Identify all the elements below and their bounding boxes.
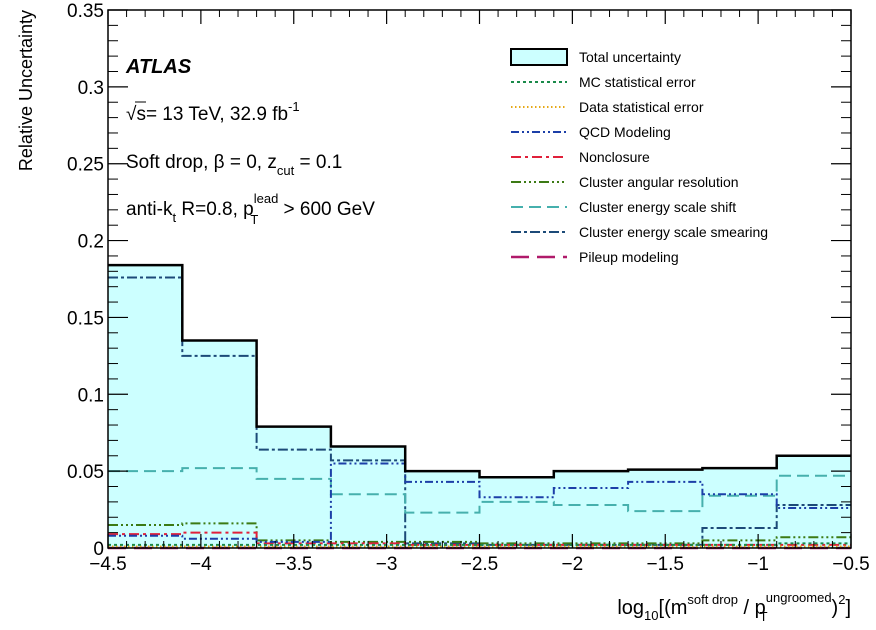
x-tick-label: −2	[562, 554, 584, 575]
softdrop-sub: cut	[277, 163, 295, 178]
energy-annotation: √s= 13 TeV, 32.9 fb-1	[126, 99, 300, 125]
legend-label: Cluster angular resolution	[579, 174, 739, 190]
sqrt-symbol: √	[126, 104, 137, 125]
series-total-uncertainty	[108, 263, 851, 479]
energy-sup: -1	[288, 99, 300, 114]
legend-item-cluster-energy-scale-smearing: Cluster energy scale smearing	[511, 224, 768, 240]
jet-sup: lead	[254, 191, 279, 206]
x-label-square: 2	[838, 592, 845, 607]
y-tick-label: 0	[93, 539, 104, 560]
total-uncertainty-fill	[108, 265, 851, 548]
energy-s: s	[136, 104, 146, 125]
total-uncertainty-fill-group	[108, 265, 851, 548]
legend-label: Pileup modeling	[579, 249, 679, 265]
x-tick-label: −3.5	[275, 554, 313, 575]
jet-main: anti-k	[126, 199, 173, 220]
series-cluster-energy-scale-smearing	[108, 276, 851, 546]
x-tick-label: −3	[376, 554, 398, 575]
y-tick-label: 0.3	[78, 78, 104, 99]
legend-label: Cluster energy scale smearing	[579, 224, 768, 240]
legend-label: Nonclosure	[579, 149, 650, 165]
jet-end: > 600 GeV	[278, 199, 375, 220]
x-label-close2: ]	[845, 597, 851, 619]
jet-sub: t	[172, 210, 176, 225]
energy-rest: = 13 TeV, 32.9 fb	[146, 104, 288, 125]
legend-item-cluster-energy-scale-shift: Cluster energy scale shift	[511, 199, 736, 215]
y-tick-label: 0.25	[67, 155, 104, 176]
x-tick-label: −1.5	[646, 554, 684, 575]
x-tick-label: −0.5	[832, 554, 870, 575]
softdrop-end: = 0.1	[294, 152, 342, 173]
legend-item-total-uncertainty: Total uncertainty	[510, 48, 681, 66]
x-label-open: [(m	[659, 597, 688, 619]
legend-label: Data statistical error	[579, 99, 704, 115]
y-tick-label: 0.35	[67, 1, 104, 22]
x-label-close: )	[832, 597, 839, 619]
x-label-pt-sub: T	[760, 609, 768, 624]
y-tick-label: 0.15	[67, 308, 104, 329]
x-axis-label: log10[(msoft drop / pungroomed T)2]	[617, 590, 851, 624]
jet-mid: R=0.8, p	[176, 199, 254, 220]
softdrop-main: Soft drop, β = 0, z	[126, 152, 277, 173]
x-tick-label: −2.5	[461, 554, 499, 575]
softdrop-annotation: Soft drop, β = 0, zcut = 0.1	[126, 152, 342, 178]
series-cluster-angular-resolution	[108, 522, 851, 545]
series-qcd-modeling	[108, 462, 851, 543]
x-label-pt-sup: ungroomed	[766, 590, 832, 605]
jet-annotation: anti-kt R=0.8, plead T > 600 GeV	[126, 191, 375, 227]
legend-item-qcd-modeling: QCD Modeling	[511, 124, 671, 140]
x-label-log-sub: 10	[644, 608, 658, 623]
y-tick-label: 0.1	[78, 385, 104, 406]
series-cluster-energy-scale-shift	[108, 467, 851, 514]
legend-item-data-statistical-error: Data statistical error	[511, 99, 704, 115]
x-tick-label: −4	[190, 554, 212, 575]
x-tick-label: −1	[747, 554, 769, 575]
legend-label: QCD Modeling	[579, 124, 671, 140]
jet-sub2: T	[250, 212, 258, 227]
legend-item-pileup-modeling: Pileup modeling	[511, 249, 679, 265]
x-label-m-sup: soft drop	[687, 592, 738, 607]
legend: Total uncertainty MC statistical error Dat…	[510, 48, 768, 265]
legend-label: Total uncertainty	[579, 49, 681, 65]
y-tick-label: 0.2	[78, 232, 104, 253]
axis-ticks-group: −4.5 −4 −3.5 −3 −2.5 −2 −1.5 −1 −0.5 0 0.05 0.1 0.15…	[67, 1, 870, 575]
y-axis-label: Relative Uncertainty	[16, 10, 36, 171]
legend-item-cluster-angular-resolution: Cluster angular resolution	[511, 174, 739, 190]
legend-item-mc-statistical-error: MC statistical error	[511, 74, 696, 90]
legend-label: MC statistical error	[579, 74, 696, 90]
x-label-slash: / p	[738, 597, 766, 619]
legend-swatch	[510, 48, 568, 66]
x-label-log: log	[617, 597, 644, 619]
x-tick-label: −4.5	[89, 554, 127, 575]
legend-label: Cluster energy scale shift	[579, 199, 736, 215]
y-tick-label: 0.05	[67, 462, 104, 483]
legend-item-nonclosure: Nonclosure	[511, 149, 650, 165]
atlas-label: ATLAS	[125, 56, 192, 78]
